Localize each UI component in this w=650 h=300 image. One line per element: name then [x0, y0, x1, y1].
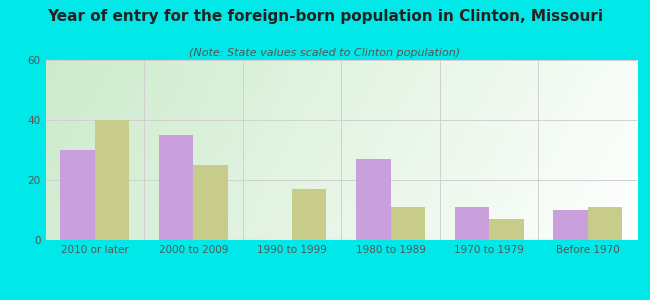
Bar: [95, 120, 129, 240]
Bar: [489, 219, 524, 240]
Bar: [292, 189, 326, 240]
Bar: [588, 207, 622, 240]
Text: Year of entry for the foreign-born population in Clinton, Missouri: Year of entry for the foreign-born popul…: [47, 9, 603, 24]
Bar: [356, 159, 391, 240]
Bar: [454, 207, 489, 240]
Bar: [60, 150, 95, 240]
Text: (Note: State values scaled to Clinton population): (Note: State values scaled to Clinton po…: [189, 48, 461, 58]
Bar: [553, 210, 588, 240]
Bar: [159, 135, 194, 240]
Bar: [194, 165, 228, 240]
Bar: [391, 207, 425, 240]
